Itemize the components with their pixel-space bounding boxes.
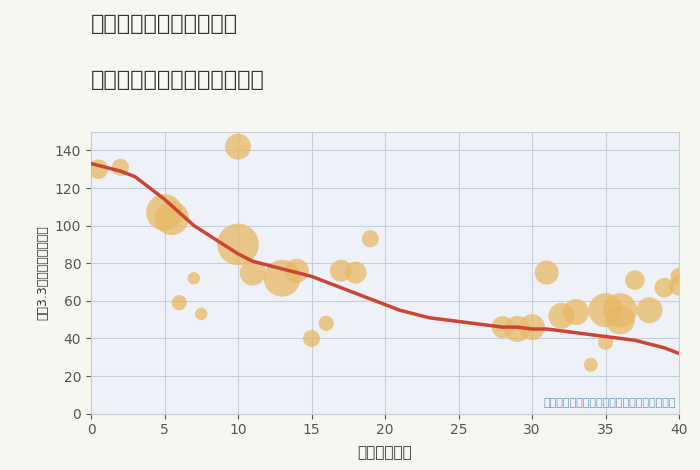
- Point: [497, 323, 508, 331]
- Point: [673, 282, 685, 290]
- Point: [306, 335, 317, 342]
- Point: [644, 306, 655, 314]
- Y-axis label: 坪（3.3㎡）単価（万円）: 坪（3.3㎡）単価（万円）: [36, 225, 49, 320]
- Point: [335, 267, 346, 274]
- Point: [585, 361, 596, 368]
- X-axis label: 築年数（年）: 築年数（年）: [358, 446, 412, 461]
- Point: [541, 269, 552, 276]
- Point: [291, 267, 302, 274]
- Point: [365, 235, 376, 243]
- Text: 奈良県奈良市秋篠新町の: 奈良県奈良市秋篠新町の: [91, 14, 238, 34]
- Point: [659, 284, 670, 291]
- Point: [512, 325, 523, 333]
- Point: [276, 274, 288, 282]
- Point: [159, 209, 170, 216]
- Point: [232, 241, 244, 248]
- Point: [629, 276, 641, 284]
- Point: [556, 312, 567, 320]
- Text: 円の大きさは、取引のあった物件面積を示す: 円の大きさは、取引のあった物件面積を示す: [544, 398, 676, 408]
- Point: [570, 308, 582, 316]
- Point: [600, 306, 611, 314]
- Point: [321, 320, 332, 327]
- Point: [232, 143, 244, 150]
- Point: [174, 299, 185, 306]
- Point: [115, 164, 126, 171]
- Point: [526, 323, 538, 331]
- Point: [195, 310, 207, 318]
- Point: [615, 316, 626, 323]
- Point: [615, 306, 626, 314]
- Text: 築年数別中古マンション価格: 築年数別中古マンション価格: [91, 70, 265, 91]
- Point: [188, 274, 199, 282]
- Point: [350, 269, 361, 276]
- Point: [167, 214, 178, 222]
- Point: [92, 165, 104, 173]
- Point: [600, 338, 611, 346]
- Point: [247, 269, 258, 276]
- Point: [673, 273, 685, 280]
